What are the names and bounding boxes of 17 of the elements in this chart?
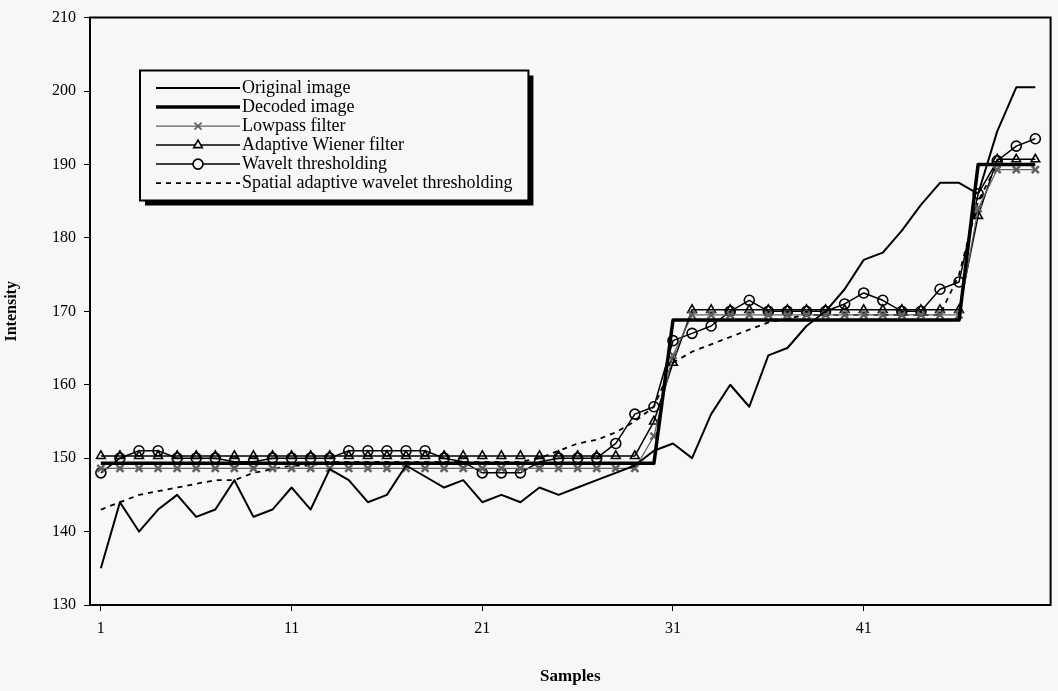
y-axis-title: Intensity — [1, 281, 20, 342]
x-tick-label: 21 — [474, 618, 491, 636]
y-tick-label: 140 — [52, 521, 76, 539]
x-axis-title: Samples — [540, 666, 601, 686]
y-tick-label: 210 — [52, 7, 76, 25]
y-tick-label: 180 — [52, 228, 76, 246]
x-tick-label: 31 — [665, 618, 681, 636]
legend-label: Original image — [242, 76, 351, 97]
y-tick-label: 170 — [52, 301, 76, 319]
x-tick-label: 1 — [96, 618, 105, 636]
y-tick-label: 190 — [52, 154, 76, 172]
y-tick-label: 160 — [52, 374, 76, 392]
y-tick-label: 150 — [52, 448, 76, 466]
y-tick-label: 200 — [52, 81, 76, 99]
y-tick-label: 130 — [52, 595, 76, 613]
x-tick-label: 11 — [283, 618, 300, 636]
x-tick-label: 41 — [855, 618, 872, 636]
